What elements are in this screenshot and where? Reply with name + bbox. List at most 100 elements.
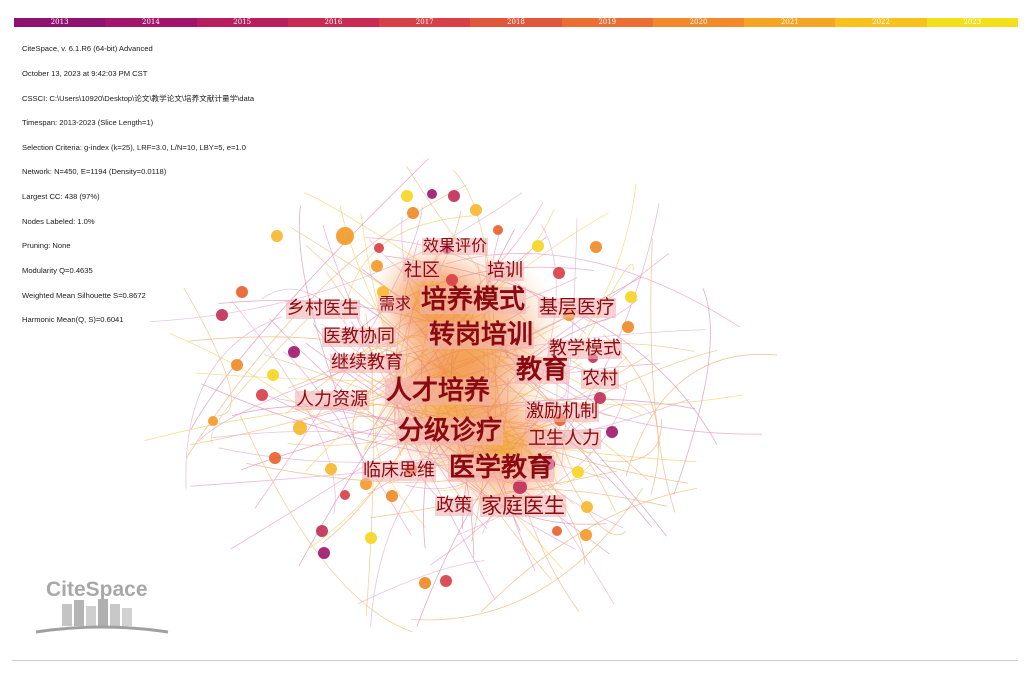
network-link xyxy=(599,418,662,463)
network-node xyxy=(590,241,602,253)
timeline-year-2017: 2017 xyxy=(379,18,471,27)
timeline-year-2016: 2016 xyxy=(287,18,380,27)
timeline-year-2021: 2021 xyxy=(744,18,836,27)
kw-zhengce: 政策 xyxy=(435,495,473,516)
network-node xyxy=(293,421,307,435)
network-link xyxy=(185,316,283,489)
network-node xyxy=(594,392,606,404)
network-link xyxy=(186,184,467,458)
network-node xyxy=(269,452,281,464)
network-node xyxy=(625,291,637,303)
bottom-divider xyxy=(12,660,1018,661)
network-node xyxy=(552,526,562,536)
network-link xyxy=(240,415,413,633)
kw-jixujiaoyu: 继续教育 xyxy=(330,352,404,373)
network-node xyxy=(622,321,634,333)
network-node xyxy=(256,389,268,401)
kw-jicengyiliao: 基层医疗 xyxy=(538,296,617,318)
network-node xyxy=(581,501,593,513)
network-node xyxy=(271,230,283,242)
info-line-nodes-labeled: Nodes Labeled: 1.0% xyxy=(22,216,95,226)
timeline-year-2018: 2018 xyxy=(470,18,562,27)
kw-peiyangmoshi: 培养模式 xyxy=(420,285,527,315)
network-node xyxy=(340,490,350,500)
analysis-info-panel: CiteSpace, v. 6.1.R6 (64-bit) Advanced O… xyxy=(22,29,254,333)
network-link xyxy=(673,287,711,495)
info-line-network: Network: N=450, E=1194 (Density=0.0118) xyxy=(22,167,167,177)
network-node xyxy=(470,204,482,216)
network-link xyxy=(170,333,331,430)
network-link xyxy=(575,263,634,362)
network-link xyxy=(650,239,676,513)
network-node xyxy=(513,480,527,494)
kw-jiatingyisheng: 家庭医生 xyxy=(480,494,566,518)
network-node xyxy=(386,490,398,502)
network-link xyxy=(183,287,232,417)
timeline-year-2023: 2023 xyxy=(926,18,1018,27)
kw-weishengrenli: 卫生人力 xyxy=(527,428,601,449)
network-node xyxy=(440,575,452,587)
info-line-selection: Selection Criteria: g-index (k=25), LRF=… xyxy=(22,142,246,152)
network-node xyxy=(267,369,279,381)
network-node xyxy=(336,227,354,245)
kw-linchuangsiwei: 临床思维 xyxy=(362,460,436,481)
info-line-timespan: Timespan: 2013-2023 (Slice Length=1) xyxy=(22,118,154,128)
timeline-year-2014: 2014 xyxy=(105,18,197,27)
network-node xyxy=(377,286,389,298)
network-node xyxy=(532,240,544,252)
info-line-pruning: Pruning: None xyxy=(22,241,71,251)
network-node xyxy=(208,416,218,426)
timeline-year-2015: 2015 xyxy=(196,18,288,27)
info-line-largest-cc: Largest CC: 438 (97%) xyxy=(22,192,100,202)
network-node xyxy=(401,190,413,202)
citespace-logo: CiteSpace xyxy=(32,574,172,638)
info-line-version: CiteSpace, v. 6.1.R6 (64-bit) Advanced xyxy=(22,44,153,54)
kw-jiaoyu: 教育 xyxy=(515,355,570,385)
network-link xyxy=(210,318,308,444)
network-node xyxy=(236,286,248,298)
network-node xyxy=(419,577,431,589)
network-node xyxy=(606,426,618,438)
kw-rencaipeiyang: 人才培养 xyxy=(385,376,492,406)
timeline-year-2019: 2019 xyxy=(561,18,653,27)
network-link xyxy=(231,300,336,515)
network-link xyxy=(411,487,644,621)
info-line-modularity: Modularity Q=0.4635 xyxy=(22,265,93,275)
network-node xyxy=(231,359,243,371)
kw-nongcun: 农村 xyxy=(581,368,619,389)
network-node xyxy=(448,190,460,202)
timeline-year-2020: 2020 xyxy=(652,18,745,27)
network-node xyxy=(216,309,228,321)
info-line-harmonic-mean: Harmonic Mean(Q, S)=0.6041 xyxy=(22,315,124,325)
kw-yixuejiaoyu: 医学教育 xyxy=(448,453,555,483)
kw-peixun: 培训 xyxy=(486,260,524,281)
network-node xyxy=(325,463,337,475)
info-line-silhouette: Weighted Mean Silhouette S=0.8672 xyxy=(22,290,146,300)
network-link xyxy=(357,560,485,605)
kw-xiangcunyisheng: 乡村医生 xyxy=(286,298,360,319)
svg-text:CiteSpace: CiteSpace xyxy=(46,578,148,601)
kw-renliziyuan: 人力资源 xyxy=(295,389,369,410)
network-node xyxy=(288,346,300,358)
network-link xyxy=(625,353,778,477)
network-node xyxy=(407,207,419,219)
network-link xyxy=(190,158,430,430)
network-node xyxy=(427,189,437,199)
network-node xyxy=(572,466,584,478)
network-node xyxy=(374,243,384,253)
network-node xyxy=(360,478,372,490)
network-node xyxy=(553,267,565,279)
kw-yijiaoxietong: 医教协同 xyxy=(322,326,396,347)
network-node xyxy=(316,525,328,537)
info-line-date: October 13, 2023 at 9:42:03 PM CST xyxy=(22,69,148,79)
kw-shequ: 社区 xyxy=(403,260,441,281)
network-node xyxy=(493,225,503,235)
kw-fenjizhenliao: 分级诊疗 xyxy=(397,416,504,446)
timeline-year-2013: 2013 xyxy=(14,18,106,27)
kw-zhuangangpeixun: 转岗培训 xyxy=(428,320,535,350)
kw-xiaoguopingjia: 效果评价 xyxy=(422,236,489,255)
network-node xyxy=(365,532,377,544)
network-node xyxy=(446,274,458,286)
logo-mark: CiteSpace xyxy=(35,578,169,634)
network-node xyxy=(318,547,330,559)
